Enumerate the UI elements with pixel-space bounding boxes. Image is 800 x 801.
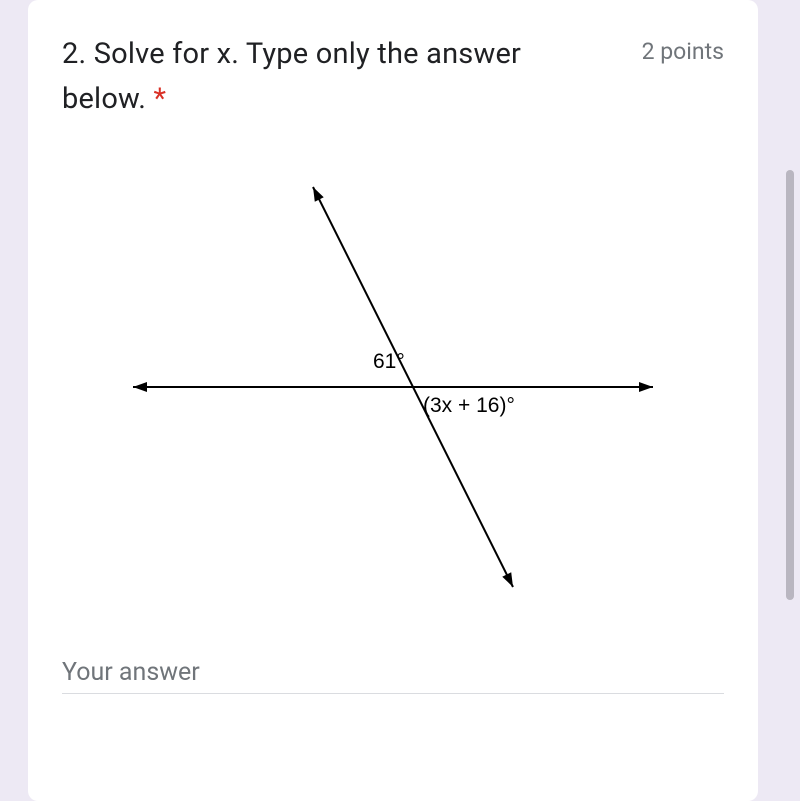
question-card: 2. Solve for x. Type only the answer bel…	[28, 0, 758, 801]
question-header: 2. Solve for x. Type only the answer bel…	[62, 32, 724, 122]
geometry-diagram: 61° (3x + 16)°	[113, 172, 673, 602]
points-label: 2 points	[642, 32, 724, 65]
question-title: 2. Solve for x. Type only the answer bel…	[62, 32, 532, 122]
answer-row	[62, 652, 724, 694]
question-body: Solve for x. Type only the answer below.	[62, 37, 521, 116]
required-asterisk: *	[154, 82, 167, 116]
svg-text:61°: 61°	[373, 350, 405, 373]
scrollbar-track[interactable]	[784, 0, 794, 801]
svg-text:(3x + 16)°: (3x + 16)°	[423, 394, 515, 417]
answer-input[interactable]	[62, 652, 724, 694]
question-number: 2.	[62, 37, 94, 71]
scrollbar-thumb[interactable]	[786, 170, 794, 600]
diagram-container: 61° (3x + 16)°	[62, 172, 724, 602]
